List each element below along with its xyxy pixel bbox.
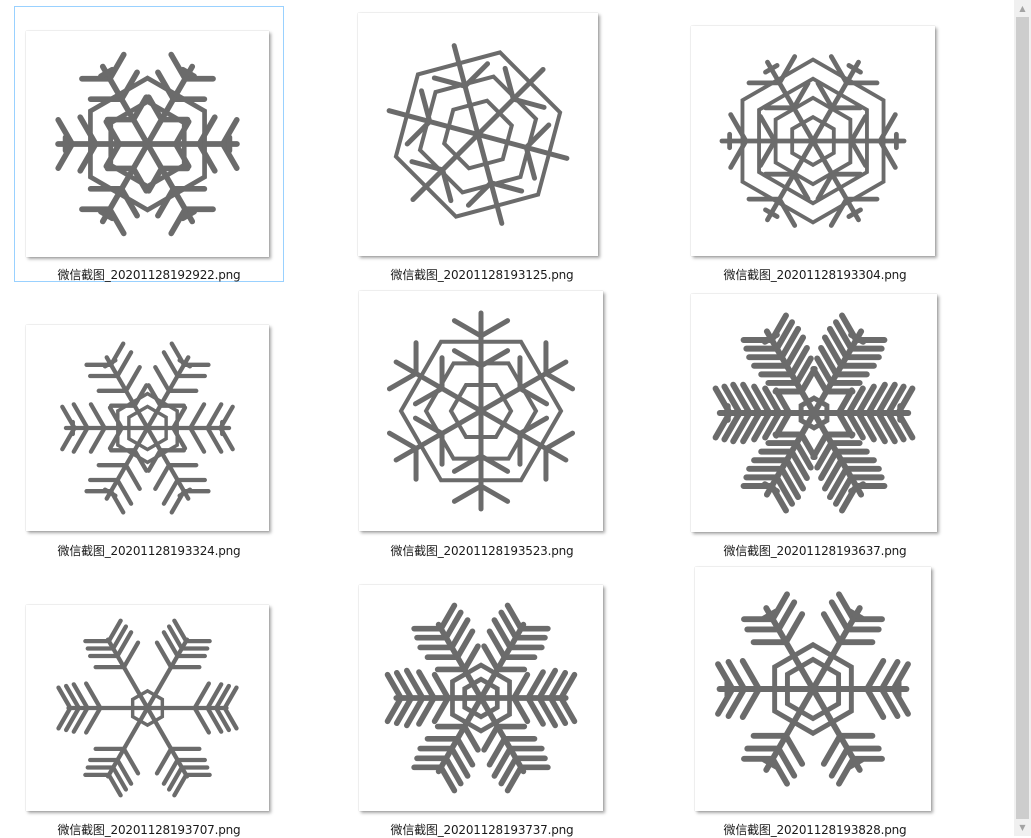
file-item[interactable]: 微信截图_20201128193707.png — [14, 562, 284, 838]
file-name-label: 微信截图_20201128193737.png — [390, 823, 574, 837]
file-thumbnail[interactable] — [359, 585, 603, 811]
scrollbar-thumb[interactable] — [1016, 17, 1029, 819]
file-thumbnail[interactable] — [358, 13, 598, 256]
snowflake-image — [55, 51, 240, 237]
file-item[interactable]: 微信截图_20201128193828.png — [680, 562, 950, 838]
file-name-label: 微信截图_20201128193304.png — [723, 268, 907, 282]
file-thumbnail[interactable] — [695, 567, 931, 811]
snowflake-image — [56, 618, 239, 798]
file-item[interactable]: 微信截图_20201128193324.png — [14, 284, 284, 560]
snowflake-image — [719, 54, 907, 228]
file-thumbnail[interactable] — [691, 294, 937, 532]
file-name-label: 微信截图_20201128193125.png — [390, 268, 574, 282]
snowflake-image — [384, 602, 578, 794]
file-thumbnail[interactable] — [26, 325, 269, 531]
file-name-label: 微信截图_20201128193707.png — [57, 823, 241, 837]
file-item[interactable]: 微信截图_20201128193304.png — [680, 6, 950, 282]
file-thumbnail[interactable] — [26, 31, 269, 257]
snowflake-image — [386, 310, 576, 512]
file-item[interactable]: 微信截图_20201128193737.png — [347, 562, 617, 838]
file-thumbnail[interactable] — [359, 291, 603, 531]
file-item[interactable]: 微信截图_20201128193523.png — [347, 284, 617, 560]
scroll-up-arrow-icon[interactable]: ▲ — [1019, 4, 1026, 13]
vertical-scrollbar[interactable]: ▲ ▼ — [1014, 0, 1031, 836]
snowflake-image — [386, 43, 570, 226]
file-item[interactable]: 微信截图_20201128193637.png — [680, 284, 950, 560]
file-thumbnail[interactable] — [691, 26, 935, 256]
file-name-label: 微信截图_20201128193324.png — [57, 544, 241, 558]
file-item[interactable]: 微信截图_20201128192922.png — [14, 6, 284, 282]
file-name-label: 微信截图_20201128192922.png — [57, 268, 241, 282]
file-name-label: 微信截图_20201128193523.png — [390, 544, 574, 558]
snowflake-image — [715, 591, 911, 787]
file-name-label: 微信截图_20201128193637.png — [723, 544, 907, 558]
scroll-down-arrow-icon[interactable]: ▼ — [1019, 823, 1026, 832]
file-name-label: 微信截图_20201128193828.png — [723, 823, 907, 837]
file-item[interactable]: 微信截图_20201128193125.png — [347, 6, 617, 282]
snowflake-image — [60, 341, 235, 515]
file-thumbnail[interactable] — [26, 605, 269, 811]
snowflake-image — [712, 312, 916, 514]
